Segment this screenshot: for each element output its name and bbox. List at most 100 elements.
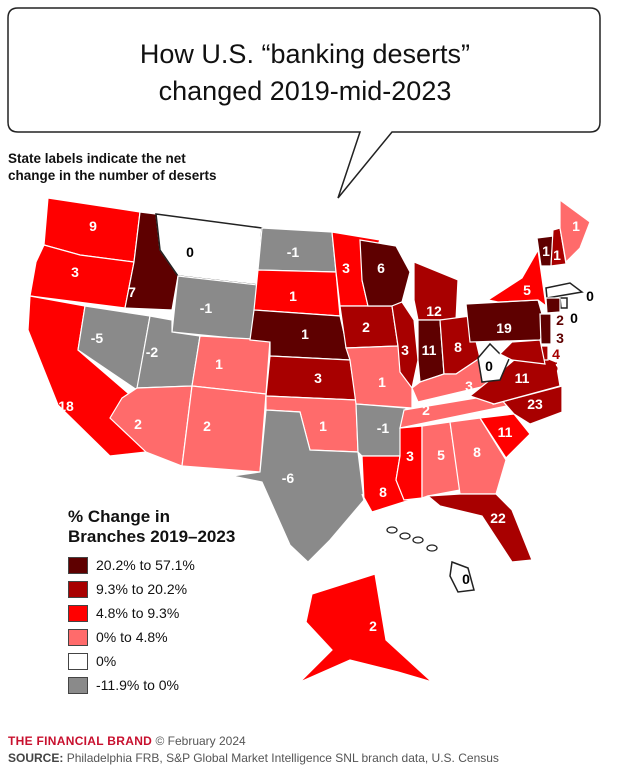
legend-item: 0% xyxy=(68,649,235,673)
hawaii-island xyxy=(426,544,438,552)
chart-title: How U.S. “banking deserts” changed 2019-… xyxy=(20,36,590,110)
state-ks xyxy=(265,355,357,401)
legend-swatch xyxy=(68,652,88,670)
hawaii-island xyxy=(412,536,424,544)
state-label-ny: 5 xyxy=(523,282,531,298)
state-label-mt: 0 xyxy=(186,244,194,260)
state-label-in: 11 xyxy=(422,342,437,358)
state-label-ca: 18 xyxy=(58,398,74,414)
brand-name: THE FINANCIAL BRAND xyxy=(8,734,153,748)
state-label-ma: 0 xyxy=(586,288,594,304)
state-label-hi: 0 xyxy=(462,571,470,587)
legend-swatch xyxy=(68,676,88,694)
publish-date: © February 2024 xyxy=(155,734,246,748)
state-label-mn: 3 xyxy=(342,260,350,276)
state-label-or: 3 xyxy=(71,264,79,280)
hawaii-island xyxy=(386,526,398,534)
state-label-ok: 1 xyxy=(319,418,327,434)
state-wy xyxy=(171,275,259,341)
state-label-nv: -5 xyxy=(91,330,104,346)
state-label-ct: 2 xyxy=(556,312,564,328)
state-label-sc: 11 xyxy=(498,424,513,440)
title-line-1: How U.S. “banking deserts” xyxy=(139,39,471,69)
legend-label: 4.8% to 9.3% xyxy=(96,605,180,621)
legend-swatch xyxy=(68,628,88,646)
state-label-ne: 1 xyxy=(301,326,309,342)
state-label-wy: -1 xyxy=(200,300,213,316)
state-label-de: 4 xyxy=(552,346,560,362)
state-label-nj: 3 xyxy=(556,330,564,346)
state-label-al: 5 xyxy=(437,447,445,463)
state-label-il: 3 xyxy=(401,342,409,358)
legend-swatch xyxy=(68,556,88,574)
legend-item: 4.8% to 9.3% xyxy=(68,601,235,625)
legend-item: 9.3% to 20.2% xyxy=(68,577,235,601)
source-label: SOURCE: xyxy=(8,751,64,765)
footer: THE FINANCIAL BRAND © February 2024 SOUR… xyxy=(8,733,499,767)
state-label-ar: -1 xyxy=(377,420,390,436)
hawaii-island xyxy=(399,532,411,540)
state-md xyxy=(498,339,546,365)
state-label-pa: 19 xyxy=(496,320,512,336)
state-label-ia: 2 xyxy=(362,319,370,335)
state-ga xyxy=(449,417,507,495)
state-label-nm: 2 xyxy=(203,418,211,434)
state-label-tx: -6 xyxy=(282,470,295,486)
state-label-ak: 2 xyxy=(369,618,377,634)
state-label-va: 11 xyxy=(515,370,530,386)
state-hi xyxy=(449,560,475,593)
state-ri xyxy=(559,297,568,309)
state-me xyxy=(559,198,591,264)
state-label-nd: -1 xyxy=(287,244,300,260)
state-ak xyxy=(299,573,433,683)
legend-label: 20.2% to 57.1% xyxy=(96,557,195,573)
state-label-ut: -2 xyxy=(146,344,159,360)
state-tx xyxy=(231,409,365,563)
state-ky xyxy=(411,357,495,403)
state-fl xyxy=(426,493,533,563)
state-nh xyxy=(550,227,567,267)
legend: % Change in Branches 2019–2023 20.2% to … xyxy=(68,507,235,697)
subtitle-line-2: change in the number of deserts xyxy=(8,168,217,183)
state-label-ky: 3 xyxy=(465,378,473,394)
state-ny xyxy=(486,248,547,308)
subtitle-line-1: State labels indicate the net xyxy=(8,151,186,166)
state-wi xyxy=(359,239,411,307)
state-label-tn: 2 xyxy=(422,402,430,418)
state-sc xyxy=(478,413,531,459)
state-label-nh: 1 xyxy=(553,247,561,263)
state-label-wi: 6 xyxy=(377,260,385,276)
state-label-la: 8 xyxy=(379,484,387,500)
state-label-co: 1 xyxy=(215,356,223,372)
source-text: Philadelphia FRB, S&P Global Market Inte… xyxy=(66,751,499,765)
state-nm xyxy=(181,385,267,473)
legend-label: 0% xyxy=(96,653,117,669)
state-label-sd: 1 xyxy=(289,288,297,304)
legend-item: 0% to 4.8% xyxy=(68,625,235,649)
title-callout xyxy=(7,7,601,199)
title-line-2: changed 2019-mid-2023 xyxy=(158,76,452,106)
legend-label: 9.3% to 20.2% xyxy=(96,581,188,597)
legend-title: % Change in Branches 2019–2023 xyxy=(68,507,235,547)
state-label-ks: 3 xyxy=(314,370,322,386)
state-label-wa: 9 xyxy=(89,218,97,234)
state-il xyxy=(391,301,419,390)
legend-title-line-2: Branches 2019–2023 xyxy=(68,527,236,546)
state-label-az: 2 xyxy=(134,416,142,432)
state-label-wv: 0 xyxy=(485,358,493,374)
state-label-mo: 1 xyxy=(378,374,386,390)
state-ct xyxy=(545,297,561,314)
state-label-fl: 22 xyxy=(490,510,506,526)
state-ma xyxy=(545,282,584,299)
state-label-ms: 3 xyxy=(406,448,414,464)
state-label-nc: 23 xyxy=(527,396,543,412)
legend-item: -11.9% to 0% xyxy=(68,673,235,697)
legend-label: -11.9% to 0% xyxy=(96,677,180,693)
legend-swatch xyxy=(68,580,88,598)
legend-label: 0% to 4.8% xyxy=(96,629,168,645)
state-label-vt: 1 xyxy=(542,243,550,259)
state-al xyxy=(421,421,461,499)
legend-swatch xyxy=(68,604,88,622)
state-label-oh: 8 xyxy=(454,339,462,355)
